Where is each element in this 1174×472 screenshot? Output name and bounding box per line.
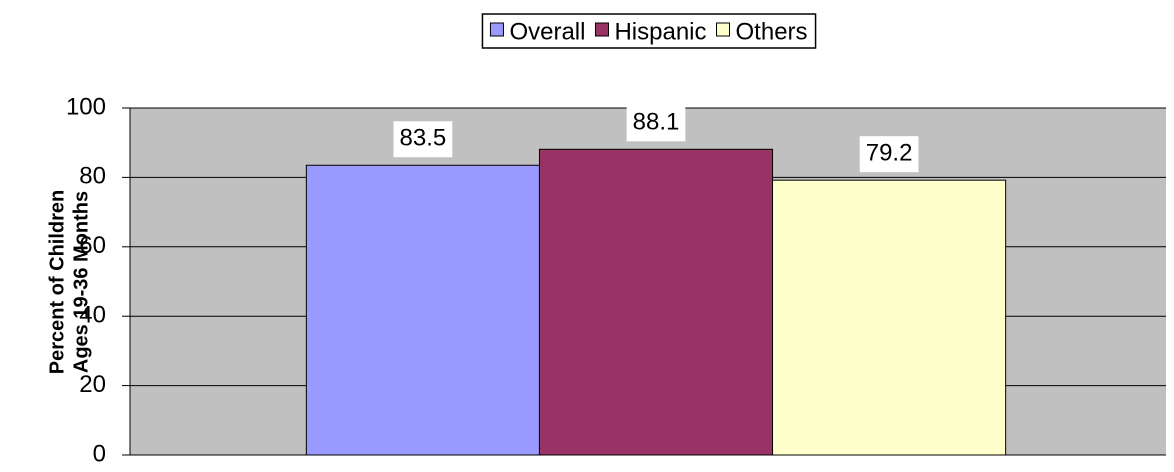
y-tick-label: 60 [79, 232, 106, 259]
bar [772, 179, 1007, 456]
y-axis-label: Percent of Children [46, 190, 68, 374]
legend-box [481, 13, 817, 49]
y-tick-label: 80 [79, 163, 106, 190]
y-tick-label: 100 [66, 93, 106, 120]
legend-label: Hispanic [614, 18, 706, 45]
data-label: 79.2 [866, 140, 913, 167]
y-tick-label: 0 [93, 440, 106, 467]
data-label: 83.5 [400, 125, 447, 152]
data-label-bg [859, 136, 919, 173]
legend-swatch [716, 22, 731, 37]
y-tick-label: 40 [79, 302, 106, 329]
legend-label: Overall [509, 18, 585, 45]
y-tick-label: 20 [79, 371, 106, 398]
legend-swatch [594, 22, 609, 37]
data-label-bg [393, 121, 453, 158]
legend: Overall Hispanic Others [481, 13, 817, 49]
y-axis-label: Ages 19-36 Months [70, 191, 92, 373]
data-label-bg [626, 105, 686, 142]
bar [305, 164, 540, 456]
data-label: 88.1 [633, 109, 680, 136]
legend-label: Others [736, 18, 808, 45]
legend-swatch [489, 22, 504, 37]
bar [538, 148, 774, 456]
